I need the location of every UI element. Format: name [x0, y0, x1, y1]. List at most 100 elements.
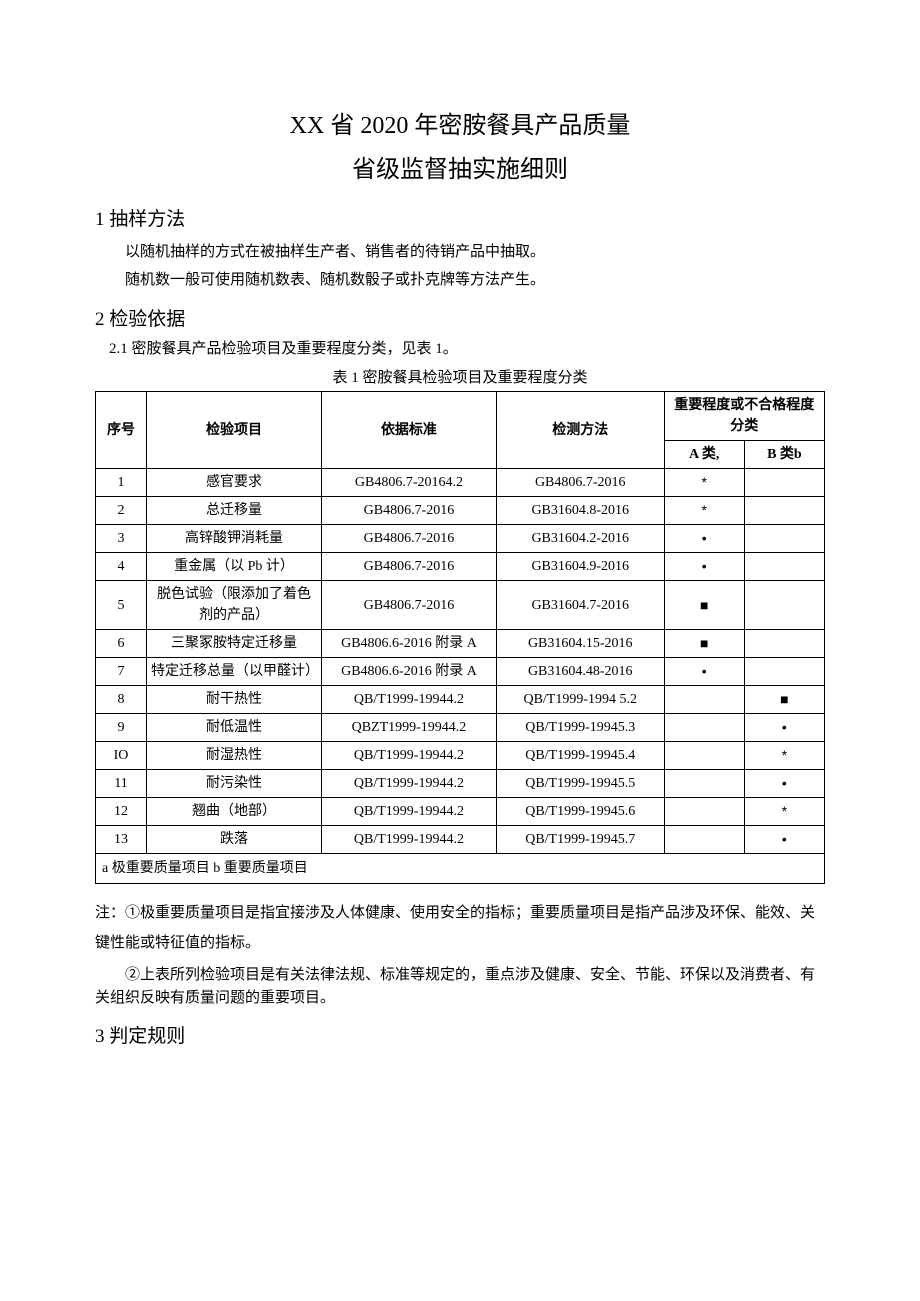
cell-seq: 4 [96, 553, 147, 581]
table-body: 1感官要求GB4806.7-20164.2GB4806.7-2016*2总迁移量… [96, 469, 825, 854]
table-row: 1感官要求GB4806.7-20164.2GB4806.7-2016* [96, 469, 825, 497]
cell-method: QB/T1999-1994 5.2 [496, 686, 664, 714]
cell-seq: 9 [96, 714, 147, 742]
table-row: 4重金属（以 Pb 计）GB4806.7-2016GB31604.9-2016• [96, 553, 825, 581]
cell-item: 脱色试验（限添加了着色剂的产品） [147, 581, 322, 630]
cell-method: GB31604.8-2016 [496, 497, 664, 525]
cell-basis: GB4806.6-2016 附录 A [321, 630, 496, 658]
cell-basis: GB4806.7-2016 [321, 581, 496, 630]
cell-a: • [664, 658, 744, 686]
cell-item: 三聚冢胺特定迁移量 [147, 630, 322, 658]
cell-item: 特定迁移总量（以甲醛计） [147, 658, 322, 686]
cell-basis: GB4806.7-2016 [321, 497, 496, 525]
table-row: 9耐低温性QBZT1999-19944.2QB/T1999-19945.3• [96, 714, 825, 742]
cell-a: * [664, 469, 744, 497]
cell-method: GB31604.48-2016 [496, 658, 664, 686]
cell-b: * [744, 742, 824, 770]
section-3-heading: 3 判定规则 [95, 1023, 825, 1052]
section-1-para-1: 以随机抽样的方式在被抽样生产者、销售者的待销产品中抽取。 [95, 241, 825, 264]
cell-a: * [664, 497, 744, 525]
cell-method: GB4806.7-2016 [496, 469, 664, 497]
table-row: 13跌落QB/T1999-19944.2QB/T1999-19945.7 • [96, 826, 825, 854]
cell-seq: 2 [96, 497, 147, 525]
cell-b: ■ [744, 686, 824, 714]
table-row: 2总迁移量GB4806.7-2016GB31604.8-2016* [96, 497, 825, 525]
th-degree-group: 重要程度或不合格程度分类 [664, 392, 824, 441]
table-row: 5脱色试验（限添加了着色剂的产品）GB4806.7-2016GB31604.7-… [96, 581, 825, 630]
cell-basis: GB4806.6-2016 附录 A [321, 658, 496, 686]
cell-a: • [664, 525, 744, 553]
cell-a [664, 686, 744, 714]
cell-b: • [744, 770, 824, 798]
section-2-heading: 2 检验依据 [95, 306, 825, 335]
cell-item: 跌落 [147, 826, 322, 854]
cell-method: QB/T1999-19945.3 [496, 714, 664, 742]
cell-method: GB31604.2-2016 [496, 525, 664, 553]
table-row: 6三聚冢胺特定迁移量GB4806.6-2016 附录 AGB31604.15-2… [96, 630, 825, 658]
cell-seq: 3 [96, 525, 147, 553]
note-1: 注：①极重要质量项目是指宜接涉及人体健康、使用安全的指标；重要质量项目是指产品涉… [95, 898, 825, 958]
cell-item: 总迁移量 [147, 497, 322, 525]
cell-item: 高锌酸钾消耗量 [147, 525, 322, 553]
inspection-table: 序号 检验项目 依据标准 检测方法 重要程度或不合格程度分类 A 类, B 类b… [95, 391, 825, 884]
cell-seq: 12 [96, 798, 147, 826]
cell-b [744, 469, 824, 497]
cell-a: • [664, 553, 744, 581]
cell-seq: IO [96, 742, 147, 770]
cell-a: ■ [664, 630, 744, 658]
cell-b: * [744, 798, 824, 826]
cell-method: QB/T1999-19945.7 [496, 826, 664, 854]
table-row: 3高锌酸钾消耗量GB4806.7-2016GB31604.2-2016• [96, 525, 825, 553]
table-1-caption: 表 1 密胺餐具检验项目及重要程度分类 [95, 367, 825, 390]
section-1-heading: 1 抽样方法 [95, 206, 825, 235]
th-class-a: A 类, [664, 441, 744, 469]
cell-b [744, 497, 824, 525]
cell-a [664, 770, 744, 798]
cell-item: 感官要求 [147, 469, 322, 497]
cell-basis: QB/T1999-19944.2 [321, 742, 496, 770]
doc-title-line1: XX 省 2020 年密胺餐具产品质量 [95, 108, 825, 144]
cell-seq: 13 [96, 826, 147, 854]
cell-seq: 11 [96, 770, 147, 798]
cell-basis: QBZT1999-19944.2 [321, 714, 496, 742]
cell-seq: 5 [96, 581, 147, 630]
cell-method: GB31604.7-2016 [496, 581, 664, 630]
note-2: ②上表所列检验项目是有关法律法规、标准等规定的，重点涉及健康、安全、节能、环保以… [95, 964, 825, 1009]
cell-basis: GB4806.7-2016 [321, 553, 496, 581]
th-item: 检验项目 [147, 392, 322, 469]
table-footer: a 极重要质量项目 b 重要质量项目 [96, 854, 825, 884]
cell-a [664, 826, 744, 854]
cell-method: QB/T1999-19945.6 [496, 798, 664, 826]
cell-a [664, 798, 744, 826]
cell-seq: 1 [96, 469, 147, 497]
section-1-para-2: 随机数一般可使用随机数表、随机数骰子或扑克牌等方法产生。 [95, 269, 825, 292]
cell-basis: QB/T1999-19944.2 [321, 826, 496, 854]
table-row: IO耐湿热性QB/T1999-19944.2QB/T1999-19945.4* [96, 742, 825, 770]
section-2-sub: 2.1 密胺餐具产品检验项目及重要程度分类，见表 1。 [109, 338, 825, 361]
cell-method: QB/T1999-19945.5 [496, 770, 664, 798]
cell-a [664, 742, 744, 770]
table-row: 7特定迁移总量（以甲醛计）GB4806.6-2016 附录 AGB31604.4… [96, 658, 825, 686]
th-method: 检测方法 [496, 392, 664, 469]
cell-basis: QB/T1999-19944.2 [321, 770, 496, 798]
doc-title-line2: 省级监督抽实施细则 [95, 152, 825, 188]
cell-b [744, 658, 824, 686]
cell-seq: 7 [96, 658, 147, 686]
th-class-b: B 类b [744, 441, 824, 469]
cell-b [744, 581, 824, 630]
cell-seq: 6 [96, 630, 147, 658]
cell-b: • [744, 714, 824, 742]
table-head: 序号 检验项目 依据标准 检测方法 重要程度或不合格程度分类 A 类, B 类b [96, 392, 825, 469]
cell-item: 耐污染性 [147, 770, 322, 798]
cell-b [744, 553, 824, 581]
cell-item: 耐湿热性 [147, 742, 322, 770]
cell-item: 翘曲（地部） [147, 798, 322, 826]
cell-b [744, 630, 824, 658]
cell-item: 重金属（以 Pb 计） [147, 553, 322, 581]
cell-basis: GB4806.7-2016 [321, 525, 496, 553]
table-row: 11耐污染性QB/T1999-19944.2QB/T1999-19945.5 • [96, 770, 825, 798]
cell-b [744, 525, 824, 553]
cell-b: • [744, 826, 824, 854]
cell-a: ■ [664, 581, 744, 630]
th-seq: 序号 [96, 392, 147, 469]
